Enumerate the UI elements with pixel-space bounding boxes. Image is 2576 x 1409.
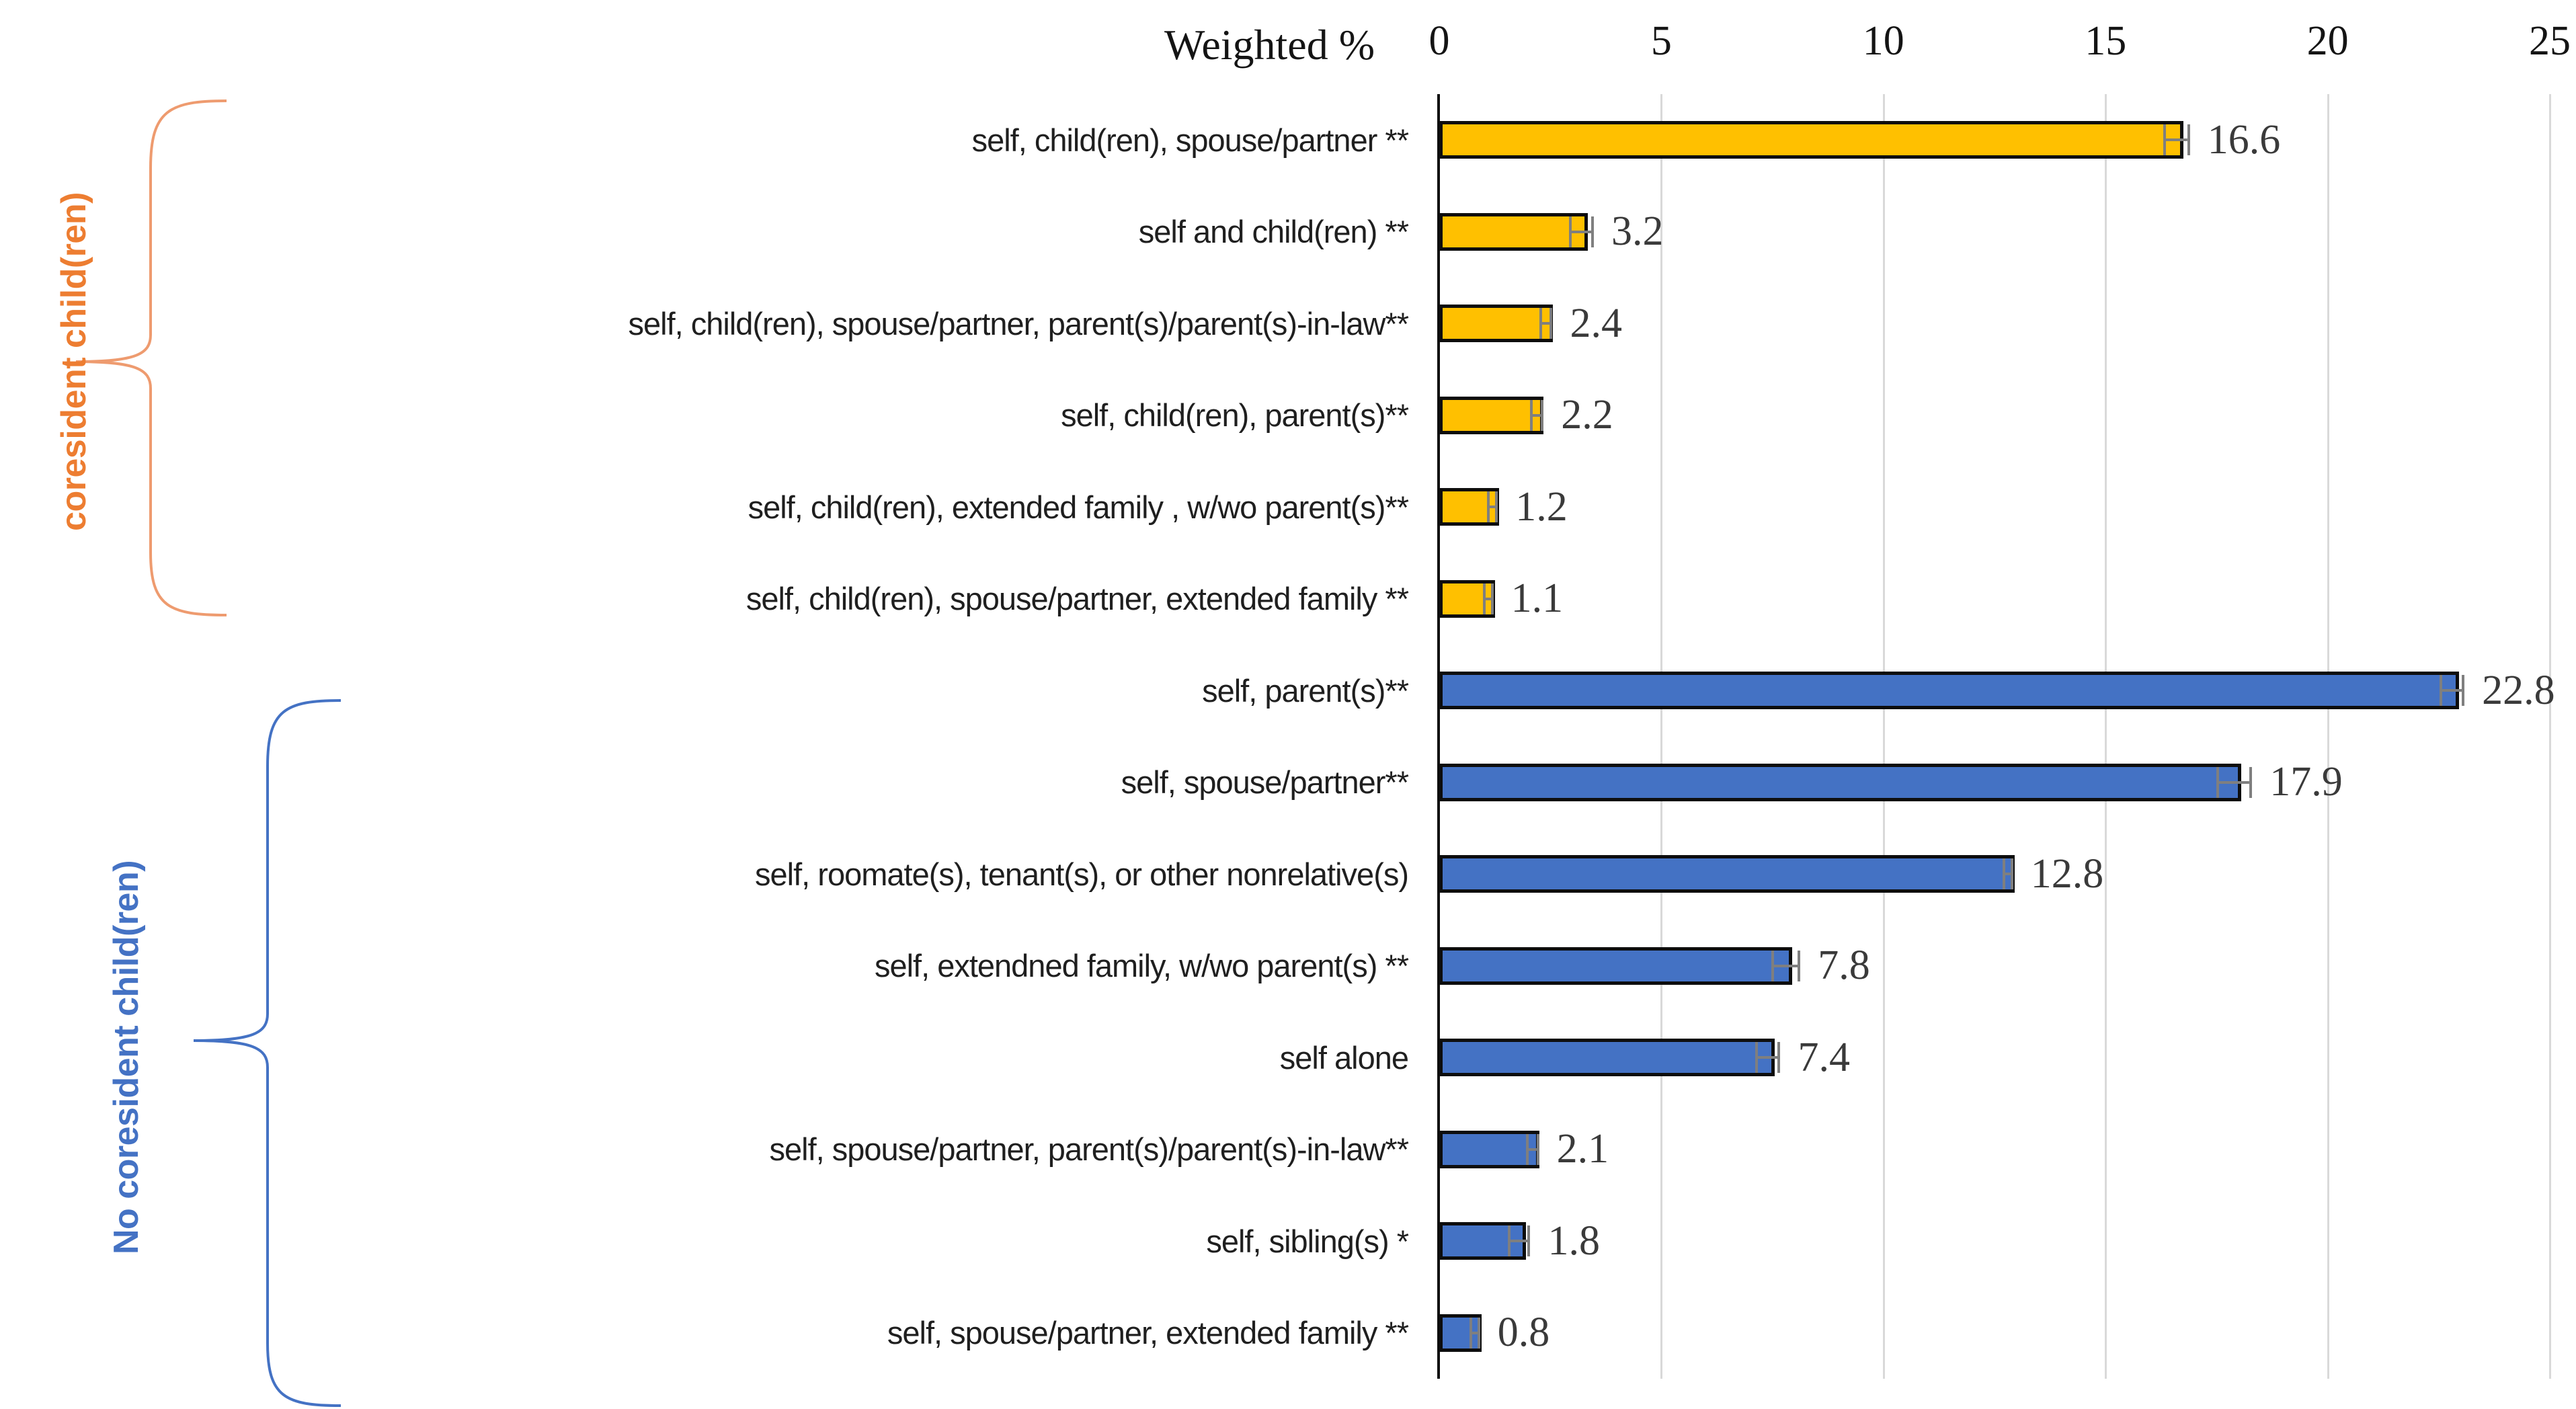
axis-tick-label: 5 (1650, 18, 1672, 64)
category-label: self, child(ren), spouse/partner, extend… (746, 581, 1409, 617)
error-bar (1487, 491, 1498, 523)
axis-tick-label: 0 (1428, 18, 1450, 64)
bar (1439, 763, 2241, 801)
gridline (2327, 94, 2329, 1379)
error-bar (1482, 583, 1494, 614)
bar (1439, 305, 1553, 343)
category-label: self, extendned family, w/wo parent(s) *… (874, 948, 1409, 984)
bar (1439, 121, 2183, 159)
y-axis-line (1437, 94, 1440, 1379)
value-label: 7.8 (1818, 942, 1870, 989)
category-label: self, child(ren), spouse/partner ** (971, 122, 1409, 158)
bar (1439, 212, 1588, 251)
category-label: self, spouse/partner, parent(s)/parent(s… (769, 1131, 1410, 1168)
axis-tick-label: 20 (2306, 18, 2349, 64)
category-label: self, sibling(s) * (1206, 1223, 1409, 1259)
error-bar (1525, 1133, 1539, 1165)
value-label: 17.9 (2269, 759, 2343, 805)
axis-title: Weighted % (1164, 21, 1375, 69)
category-label: self, parent(s)** (1202, 672, 1409, 709)
category-label: self, child(ren), parent(s)** (1061, 397, 1409, 434)
error-bar (2440, 675, 2465, 707)
bar (1439, 855, 2015, 893)
value-label: 1.1 (1511, 575, 1564, 622)
category-label: self, spouse/partner, extended family ** (887, 1315, 1409, 1351)
bar (1439, 672, 2459, 710)
error-bar (2002, 858, 2013, 890)
value-label: 22.8 (2482, 667, 2555, 713)
value-label: 2.1 (1556, 1126, 1609, 1172)
axis-tick-label: 15 (2085, 18, 2127, 64)
bar (1439, 396, 1544, 434)
error-bar (1568, 216, 1594, 247)
category-label: self and child(ren) ** (1138, 214, 1409, 250)
error-bar (2163, 124, 2190, 156)
group-label-no-coresident-children: No coresident child(ren) (107, 860, 146, 1255)
value-label: 12.8 (2030, 850, 2104, 897)
value-label: 2.4 (1570, 300, 1623, 346)
category-label: self, roomate(s), tenant(s), or other no… (755, 856, 1409, 892)
axis-tick-label: 10 (1862, 18, 1904, 64)
error-bar (1771, 950, 1801, 981)
category-label: self, child(ren), spouse/partner, parent… (628, 305, 1409, 341)
value-label: 3.2 (1611, 208, 1664, 255)
value-label: 16.6 (2207, 116, 2281, 163)
bar (1439, 1039, 1775, 1077)
error-bar (2216, 766, 2253, 798)
value-label: 2.2 (1561, 392, 1613, 438)
gridline (2549, 94, 2551, 1379)
value-label: 7.4 (1798, 1034, 1850, 1080)
gridline (1660, 94, 1663, 1379)
gridline (1882, 94, 1885, 1379)
axis-tick-label: 25 (2529, 18, 2571, 64)
value-label: 1.8 (1547, 1217, 1600, 1264)
error-bar (1469, 1317, 1480, 1348)
group-label-coresident-children: coresident child(ren) (54, 192, 93, 531)
bar (1439, 947, 1793, 985)
error-bar (1755, 1042, 1781, 1074)
value-label: 0.8 (1497, 1310, 1550, 1356)
category-label: self, spouse/partner** (1121, 764, 1409, 801)
error-bar (1539, 308, 1553, 339)
error-bar (1508, 1225, 1531, 1257)
bar (1439, 1130, 1539, 1168)
category-label: self, child(ren), extended family , w/wo… (748, 489, 1409, 525)
value-label: 1.2 (1515, 483, 1568, 530)
gridline (2105, 94, 2107, 1379)
error-bar (1530, 399, 1544, 431)
category-label: self alone (1279, 1039, 1409, 1076)
